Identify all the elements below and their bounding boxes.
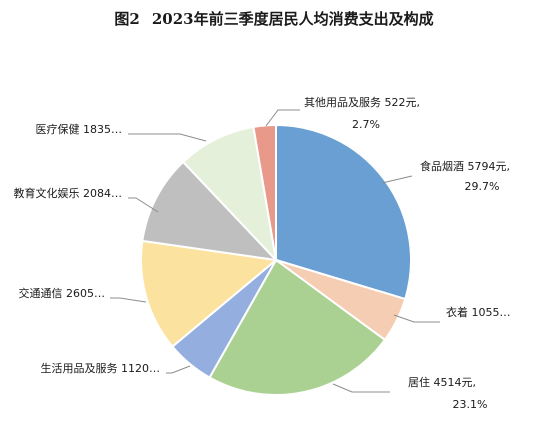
slice-label-1: 食品烟酒 5794元, — [420, 159, 510, 173]
leader-line-4 — [166, 365, 191, 374]
chart-title: 图2 2023年前三季度居民人均消费支出及构成 — [0, 8, 548, 29]
pie-slice-5 — [140, 239, 279, 348]
figure-number: 图2 — [114, 10, 140, 28]
slice-labels: 食品烟酒 5794元, 29.7% 衣着 1055… 居住 4514元, 23.1% 生活… — [14, 96, 511, 411]
slice-label-3-percent: 23.1% — [453, 398, 488, 411]
slice-label-2: 衣着 1055… — [446, 305, 511, 319]
slice-label-3: 居住 4514元, — [408, 375, 476, 389]
leader-line-3 — [332, 383, 390, 393]
figure-title: 2023年前三季度居民人均消费支出及构成 — [151, 10, 434, 28]
leader-line-7 — [128, 133, 207, 142]
leader-line-6 — [128, 197, 159, 213]
pie-slice-7 — [181, 125, 278, 264]
slice-label-8: 其他用品及服务 522元, — [304, 96, 420, 109]
leader-line-8 — [265, 109, 300, 127]
slice-label-6: 教育文化娱乐 2084… — [14, 186, 123, 200]
pie-slice-8 — [252, 123, 277, 261]
pie-slices — [140, 123, 412, 396]
leader-line-5 — [110, 297, 147, 303]
slice-label-1-percent: 29.7% — [465, 180, 500, 193]
slice-label-8-percent: 2.7% — [352, 118, 380, 131]
pie-slice-1 — [275, 123, 412, 301]
pie-slice-3 — [208, 258, 387, 396]
pie-slice-6 — [141, 160, 279, 262]
slice-label-7: 医疗保健 1835… — [36, 122, 123, 136]
slice-label-5: 交通通信 2605… — [19, 286, 106, 300]
leader-line-1 — [381, 175, 413, 184]
leader-lines — [110, 109, 440, 393]
slice-label-4: 生活用品及服务 1120… — [41, 361, 161, 375]
leader-line-2 — [393, 314, 440, 323]
